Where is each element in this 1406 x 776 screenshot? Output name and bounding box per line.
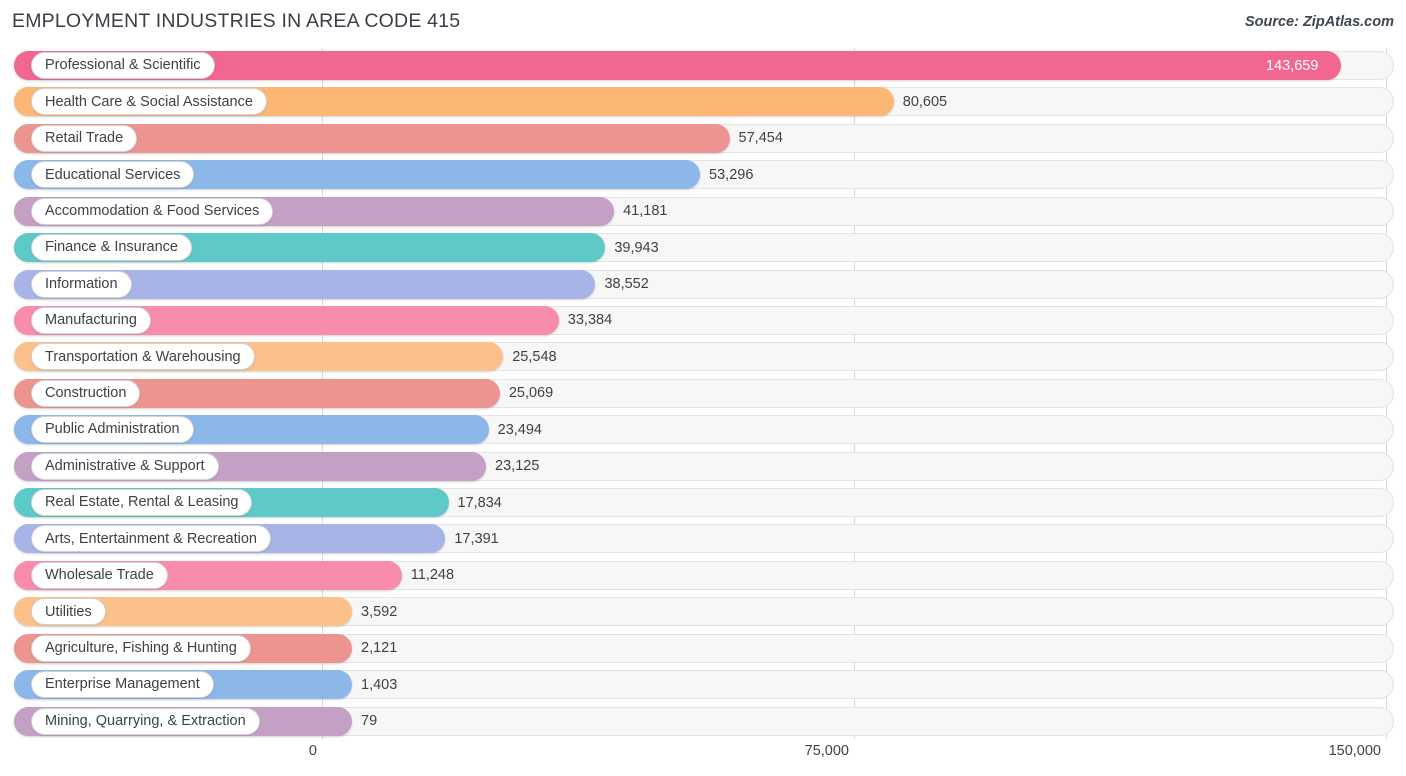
category-label-pill: Manufacturing: [31, 306, 151, 334]
chart-row[interactable]: Accommodation & Food Services 41,181: [14, 196, 1394, 226]
chart-row[interactable]: Public Administration 23,494: [14, 415, 1394, 445]
x-axis: 0 75,000 150,000: [0, 739, 1406, 776]
chart-row[interactable]: Wholesale Trade 11,248: [14, 560, 1394, 590]
category-label-pill: Information: [31, 270, 132, 298]
page-title: EMPLOYMENT INDUSTRIES IN AREA CODE 415: [12, 10, 461, 32]
category-label-pill: Agriculture, Fishing & Hunting: [31, 634, 251, 662]
bar-value-label: 23,494: [497, 421, 542, 438]
category-label-pill: Health Care & Social Assistance: [31, 88, 267, 116]
category-label: Professional & Scientific: [45, 57, 201, 74]
category-label: Arts, Entertainment & Recreation: [45, 530, 257, 547]
category-label-pill: Utilities: [31, 598, 106, 626]
category-label: Information: [45, 275, 118, 292]
bar-value-label: 1,403: [361, 676, 398, 693]
chart-row[interactable]: Information 38,552: [14, 269, 1394, 299]
bar-value-label: 79: [361, 713, 378, 730]
bar-value-label: 23,125: [495, 458, 540, 475]
x-tick-label: 75,000: [804, 743, 849, 759]
category-label-pill: Public Administration: [31, 416, 194, 444]
category-label: Retail Trade: [45, 130, 124, 147]
bar-value-label: 41,181: [623, 203, 668, 220]
category-label-pill: Finance & Insurance: [31, 234, 192, 262]
chart-row[interactable]: Administrative & Support 23,125: [14, 451, 1394, 481]
bar-value-label: 17,834: [457, 494, 502, 511]
chart-row[interactable]: Educational Services 53,296: [14, 160, 1394, 190]
category-label-pill: Arts, Entertainment & Recreation: [31, 525, 271, 553]
category-label: Enterprise Management: [45, 676, 200, 693]
chart-row[interactable]: Professional & Scientific 143,659: [14, 51, 1394, 80]
category-label: Administrative & Support: [45, 457, 205, 474]
bar[interactable]: [14, 51, 1342, 80]
chart-row[interactable]: Arts, Entertainment & Recreation 17,391: [14, 524, 1394, 554]
bar-value-label: 2,121: [361, 640, 398, 657]
chart-row[interactable]: Agriculture, Fishing & Hunting 2,121: [14, 633, 1394, 663]
chart-row[interactable]: Utilities 3,592: [14, 597, 1394, 627]
chart-row[interactable]: Enterprise Management 1,403: [14, 670, 1394, 700]
category-label-pill: Retail Trade: [31, 124, 138, 152]
category-label: Construction: [45, 385, 127, 402]
category-label: Public Administration: [45, 421, 180, 438]
category-label: Finance & Insurance: [45, 239, 178, 256]
source-attribution: Source: ZipAtlas.com: [1244, 14, 1394, 30]
bar-value-label: 17,391: [454, 530, 499, 547]
category-label: Wholesale Trade: [45, 567, 154, 584]
chart-header: EMPLOYMENT INDUSTRIES IN AREA CODE 415 S…: [0, 0, 1406, 48]
category-label: Utilities: [45, 603, 92, 620]
chart-row[interactable]: Mining, Quarrying, & Extraction 79: [14, 706, 1394, 736]
category-label: Manufacturing: [45, 312, 137, 329]
category-label-pill: Enterprise Management: [31, 671, 214, 699]
category-label: Accommodation & Food Services: [45, 202, 260, 219]
bar-value-label: 143,659: [1266, 57, 1319, 74]
chart-row[interactable]: Manufacturing 33,384: [14, 305, 1394, 335]
category-label: Mining, Quarrying, & Extraction: [45, 712, 246, 729]
category-label-pill: Accommodation & Food Services: [31, 197, 274, 225]
bar-value-label: 53,296: [709, 166, 754, 183]
bar-value-label: 25,548: [512, 348, 557, 365]
chart-row[interactable]: Retail Trade 57,454: [14, 123, 1394, 153]
category-label-pill: Professional & Scientific: [31, 52, 215, 79]
x-tick-label: 150,000: [1328, 743, 1381, 759]
bar-value-label: 11,248: [410, 567, 455, 584]
category-label-pill: Educational Services: [31, 161, 195, 189]
bar-value-label: 25,069: [508, 385, 554, 402]
category-label-pill: Transportation & Warehousing: [31, 343, 255, 371]
bar-value-label: 57,454: [738, 130, 783, 147]
chart-row[interactable]: Health Care & Social Assistance 80,605: [14, 87, 1394, 117]
bar-value-label: 33,384: [567, 312, 613, 329]
chart-row[interactable]: Construction 25,069: [14, 378, 1394, 408]
category-label: Educational Services: [45, 166, 181, 183]
category-label-pill: Real Estate, Rental & Leasing: [31, 489, 253, 517]
category-label-pill: Wholesale Trade: [31, 561, 168, 589]
bar-value-label: 38,552: [604, 276, 649, 293]
x-tick-label: 0: [308, 743, 317, 759]
category-label: Transportation & Warehousing: [45, 348, 241, 365]
category-label-pill: Mining, Quarrying, & Extraction: [31, 707, 260, 735]
bar-value-label: 39,943: [614, 239, 659, 256]
category-label-pill: Construction: [31, 379, 141, 407]
chart-row[interactable]: Real Estate, Rental & Leasing 17,834: [14, 488, 1394, 518]
bar-value-label: 3,592: [361, 603, 398, 620]
chart-row[interactable]: Transportation & Warehousing 25,548: [14, 342, 1394, 372]
bar-value-label: 80,605: [902, 93, 948, 110]
category-label-pill: Administrative & Support: [31, 452, 219, 480]
category-label: Real Estate, Rental & Leasing: [45, 494, 239, 511]
chart-plot-area: Professional & Scientific 143,659 Health C…: [0, 48, 1406, 739]
chart-row[interactable]: Finance & Insurance 39,943: [14, 233, 1394, 263]
category-label: Health Care & Social Assistance: [45, 93, 253, 110]
category-label: Agriculture, Fishing & Hunting: [45, 639, 237, 656]
